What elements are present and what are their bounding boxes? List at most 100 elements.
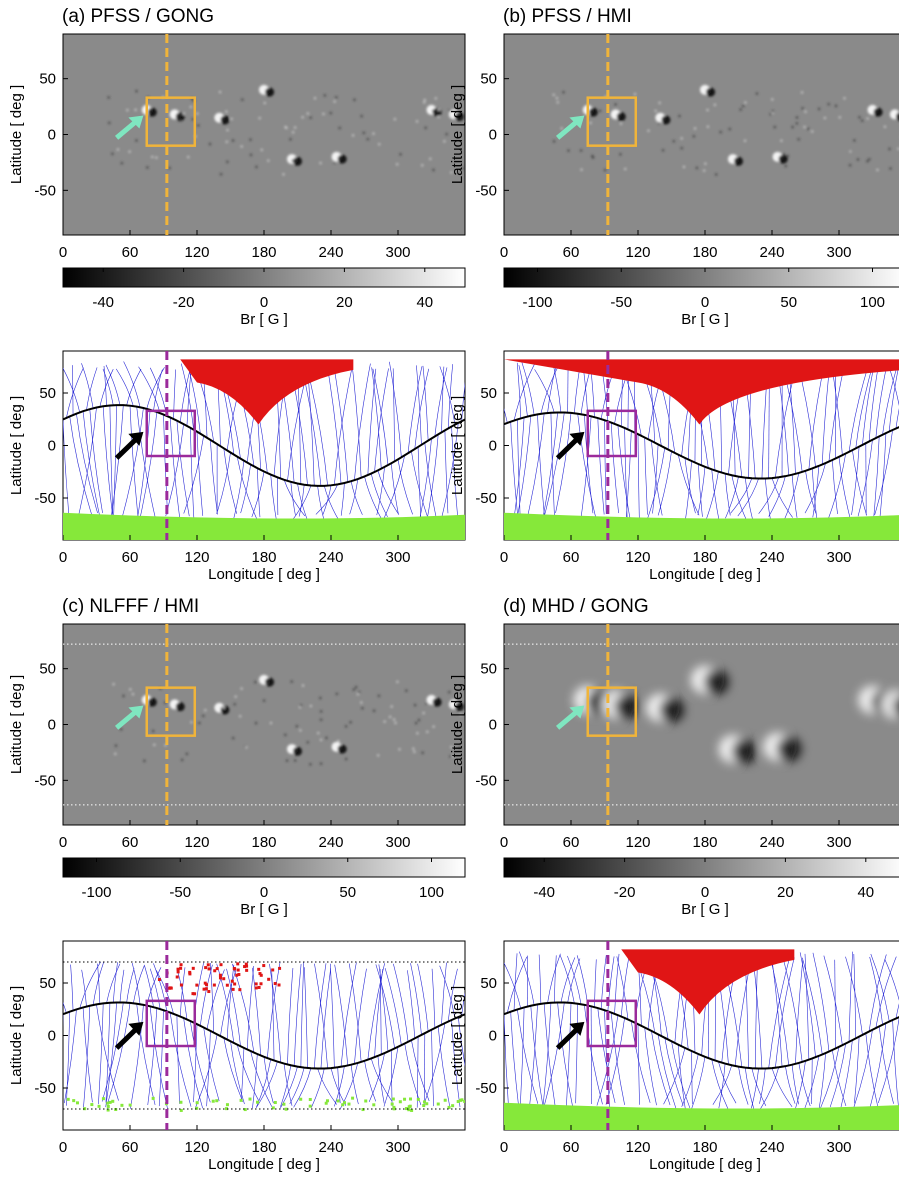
field-line xyxy=(327,369,342,484)
arrow-head xyxy=(128,705,144,719)
noise xyxy=(393,118,396,121)
noise xyxy=(245,746,248,749)
fieldline-axes: 0 60 120 180 240 300 50 0 -50 Longitude [ deg ] La… xyxy=(8,385,411,583)
open-positive-patch xyxy=(238,988,242,992)
open-positive-patch xyxy=(259,982,263,986)
field-line xyxy=(251,471,265,518)
field-line xyxy=(744,1067,755,1110)
highlight-box xyxy=(145,686,197,737)
colorbar: -100 -50 0 50 100 Br [ G ] xyxy=(62,857,466,918)
noise xyxy=(795,122,798,125)
noise xyxy=(680,137,683,140)
colorbar-tick-label: 20 xyxy=(336,294,353,311)
field-line xyxy=(271,968,275,1061)
x-tick-label: 300 xyxy=(826,244,851,261)
x-tick-label: 0 xyxy=(59,244,67,261)
open-negative-patch xyxy=(343,1101,347,1105)
noise xyxy=(153,743,156,746)
noise xyxy=(126,109,129,112)
field-line xyxy=(513,362,536,421)
y-axis-label: Latitude [ deg ] xyxy=(449,396,466,495)
field-line xyxy=(832,1049,847,1107)
noise xyxy=(555,97,558,100)
field-line xyxy=(895,408,899,429)
field-line xyxy=(868,366,879,442)
field-line xyxy=(317,1068,337,1105)
noise xyxy=(190,721,193,724)
field-line xyxy=(751,1068,759,1109)
x-tick-label: 180 xyxy=(692,834,717,851)
field-line xyxy=(610,1012,625,1106)
field-line xyxy=(270,474,277,521)
negative-spot xyxy=(337,154,347,164)
x-tick-label: 240 xyxy=(318,549,343,566)
y-axis-label: Latitude [ deg ] xyxy=(449,986,466,1085)
open-negative-patch xyxy=(120,1103,124,1107)
colorbar-tick-label: -40 xyxy=(533,884,555,901)
noise xyxy=(742,105,745,108)
map-frame xyxy=(503,33,899,236)
field-line xyxy=(136,1003,156,1105)
field-line xyxy=(663,1047,686,1105)
field-line xyxy=(332,361,349,483)
colorbar-tick-label: 40 xyxy=(416,294,433,311)
noise xyxy=(269,722,272,725)
open-negative-patch xyxy=(195,1101,199,1105)
field-line xyxy=(614,953,620,1014)
field-line xyxy=(82,1007,93,1103)
open-positive-patch xyxy=(233,982,237,986)
field-line xyxy=(350,1064,359,1105)
noise xyxy=(807,127,810,130)
active-regions xyxy=(107,84,465,176)
x-tick-label: 300 xyxy=(385,244,410,261)
x-tick-label: 60 xyxy=(122,549,139,566)
field-line xyxy=(829,1043,846,1108)
field-line xyxy=(550,412,555,516)
x-axis-label: Longitude [ deg ] xyxy=(208,566,320,583)
field-line xyxy=(190,427,195,520)
noise xyxy=(226,160,229,163)
field-line xyxy=(391,463,399,515)
noise xyxy=(301,116,304,119)
noise xyxy=(715,173,718,176)
field-line xyxy=(607,956,615,1012)
field-line xyxy=(293,1068,312,1108)
field-line xyxy=(718,1063,726,1109)
noise xyxy=(835,104,838,107)
noise xyxy=(196,112,199,115)
noise xyxy=(432,168,435,171)
field-line xyxy=(798,1062,811,1107)
open-negative-patch xyxy=(243,1108,247,1112)
field-line xyxy=(223,1037,244,1102)
y-tick-label: -50 xyxy=(475,1080,497,1097)
fieldline-content xyxy=(504,949,899,1130)
y-tick-label: 0 xyxy=(48,127,56,144)
noise xyxy=(298,706,301,709)
field-line xyxy=(516,415,532,518)
field-line xyxy=(580,416,592,518)
map-frame xyxy=(62,623,466,826)
x-tick-label: 180 xyxy=(692,1139,717,1156)
field-line xyxy=(136,406,156,519)
noise xyxy=(448,109,451,112)
noise xyxy=(295,725,298,728)
field-line xyxy=(136,409,151,520)
field-line xyxy=(845,956,863,1035)
field-line xyxy=(431,968,436,1029)
noise xyxy=(249,138,252,141)
field-line xyxy=(105,1002,117,1108)
field-line xyxy=(236,456,258,521)
noise xyxy=(804,110,807,113)
field-line xyxy=(711,469,720,521)
field-line xyxy=(290,481,296,516)
field-line xyxy=(537,414,545,516)
field-line xyxy=(364,1060,377,1102)
open-negative-patch xyxy=(248,1097,252,1101)
y-tick-label: -50 xyxy=(34,490,56,507)
field-line xyxy=(799,952,816,1058)
noise xyxy=(449,755,452,758)
field-line xyxy=(240,464,251,514)
noise xyxy=(234,695,237,698)
field-line xyxy=(439,366,456,425)
noise xyxy=(299,704,302,707)
